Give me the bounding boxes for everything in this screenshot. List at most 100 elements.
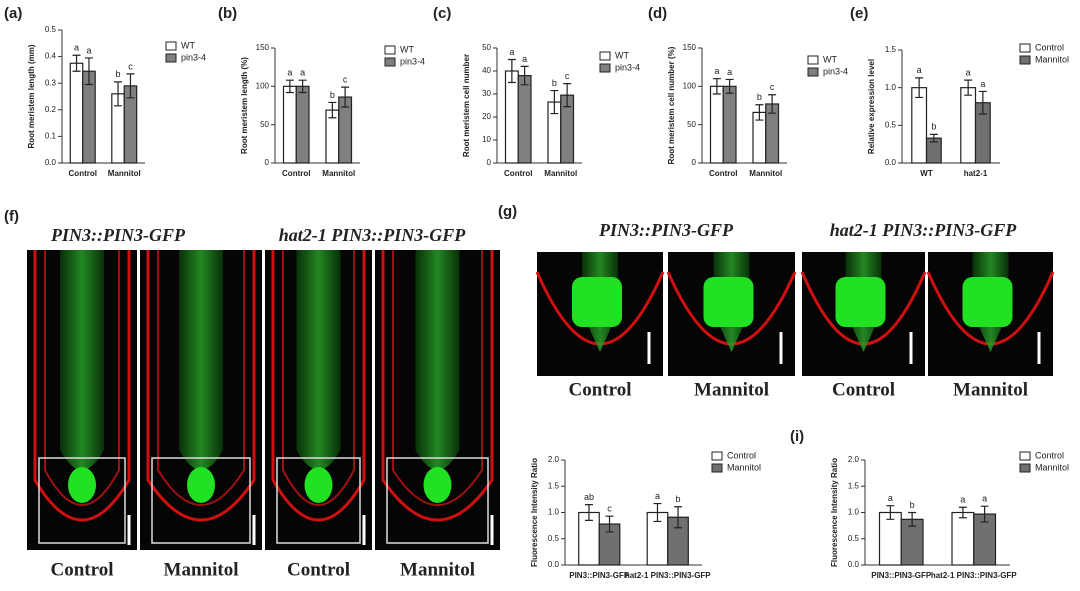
error-bar	[768, 94, 777, 114]
panel-label: (b)	[218, 5, 237, 22]
error-bar	[114, 81, 123, 107]
significance-letter: a	[982, 494, 987, 504]
y-tick-label: 2.0	[548, 455, 560, 464]
bar	[295, 85, 310, 164]
y-tick-label: 0.1	[45, 132, 57, 141]
y-tick-label: 1.0	[848, 508, 860, 517]
legend-swatch	[1019, 451, 1031, 461]
legend-label: pin3-4	[400, 56, 425, 66]
x-tick-label: Control	[282, 169, 310, 178]
y-axis-label: Fluorescence Intensity Ratio	[830, 458, 839, 567]
y-tick-label: 100	[256, 81, 270, 90]
image-condition: Control	[51, 559, 114, 580]
y-tick-label: 0.4	[45, 52, 57, 61]
significance-letter: a	[287, 68, 292, 78]
error-bar	[72, 54, 81, 72]
y-tick-label: 0.0	[885, 158, 897, 167]
significance-letter: c	[770, 82, 775, 92]
bar	[69, 62, 84, 164]
significance-letter: a	[74, 43, 79, 53]
bar	[517, 74, 532, 164]
significance-letter: c	[565, 71, 570, 81]
root-cells	[157, 250, 245, 506]
y-tick-label: 1.5	[848, 481, 860, 490]
error-bar	[978, 90, 987, 115]
gfp-columella	[304, 467, 333, 503]
roi-box	[38, 457, 126, 544]
bar	[504, 70, 519, 164]
legend-swatch	[807, 55, 819, 65]
image-condition: Control	[287, 559, 350, 580]
x-tick-label: PIN3::PIN3-GFP	[871, 571, 932, 580]
y-tick-label: 0	[692, 158, 697, 167]
significance-letter: b	[757, 92, 762, 102]
legend-label: WT	[823, 54, 837, 64]
root-cells	[392, 250, 483, 506]
root-outline	[271, 250, 366, 522]
legend-label: Control	[1035, 450, 1064, 460]
gfp-columella	[423, 467, 452, 503]
y-tick-label: 0	[487, 158, 492, 167]
roi-box	[151, 457, 251, 544]
bar	[951, 511, 975, 566]
error-bar	[563, 83, 572, 108]
bar	[878, 511, 902, 566]
panel-label: (d)	[648, 5, 667, 22]
legend-swatch	[384, 45, 396, 55]
bar	[722, 85, 737, 164]
error-bar	[126, 73, 135, 99]
significance-letter: b	[931, 122, 936, 132]
y-tick-label: 150	[683, 43, 697, 52]
y-tick-label: 150	[256, 43, 270, 52]
y-tick-label: 0.5	[885, 120, 897, 129]
significance-letter: b	[676, 494, 681, 504]
error-bar	[964, 79, 973, 96]
y-tick-label: 0.3	[45, 78, 57, 87]
image-condition: Mannitol	[953, 379, 1028, 400]
root-cells	[282, 250, 355, 506]
x-tick-label: Control	[709, 169, 737, 178]
gfp-stele	[296, 250, 341, 470]
y-tick-label: 50	[687, 120, 696, 129]
y-tick-label: 0.5	[45, 25, 57, 34]
error-bar	[886, 505, 895, 520]
gfp-columella	[68, 467, 96, 503]
x-tick-label: hat2-1	[964, 169, 988, 178]
x-tick-label: Control	[504, 169, 532, 178]
gfp-stele	[60, 250, 104, 470]
error-bar	[929, 133, 938, 143]
error-bar	[507, 58, 516, 84]
image-condition: Mannitol	[400, 559, 475, 580]
y-tick-label: 2.0	[848, 455, 860, 464]
x-tick-label: Mannitol	[749, 169, 782, 178]
panel-label: (e)	[850, 5, 868, 22]
y-axis-label: Root meristem length (%)	[240, 57, 249, 154]
image-condition: Control	[832, 379, 895, 400]
legend-swatch	[165, 41, 177, 51]
legend-label: pin3-4	[181, 52, 206, 62]
image-group-title: hat2-1 PIN3::PIN3-GFP	[279, 225, 466, 245]
legend-label: pin3-4	[615, 62, 640, 72]
significance-letter: a	[655, 491, 660, 501]
y-tick-label: 50	[482, 43, 491, 52]
y-axis-label: Root meristem cell number (%)	[667, 46, 676, 164]
gfp-columella	[703, 277, 754, 327]
error-bar	[328, 101, 337, 119]
y-tick-label: 0.5	[848, 534, 860, 543]
y-tick-label: 0.0	[848, 560, 860, 569]
error-bar	[712, 78, 721, 95]
image-group-title: PIN3::PIN3-GFP	[50, 225, 186, 245]
x-tick-label: Mannitol	[544, 169, 577, 178]
y-tick-label: 0.0	[548, 560, 560, 569]
root-outline	[33, 250, 131, 522]
legend-label: pin3-4	[823, 66, 848, 76]
error-bar	[915, 77, 924, 99]
legend-label: Control	[727, 450, 756, 460]
legend-label: Mannitol	[1035, 462, 1069, 472]
significance-letter: a	[727, 67, 732, 77]
y-tick-label: 10	[482, 135, 491, 144]
error-bar	[908, 511, 917, 527]
y-tick-label: 1.0	[885, 83, 897, 92]
bar	[709, 85, 724, 164]
